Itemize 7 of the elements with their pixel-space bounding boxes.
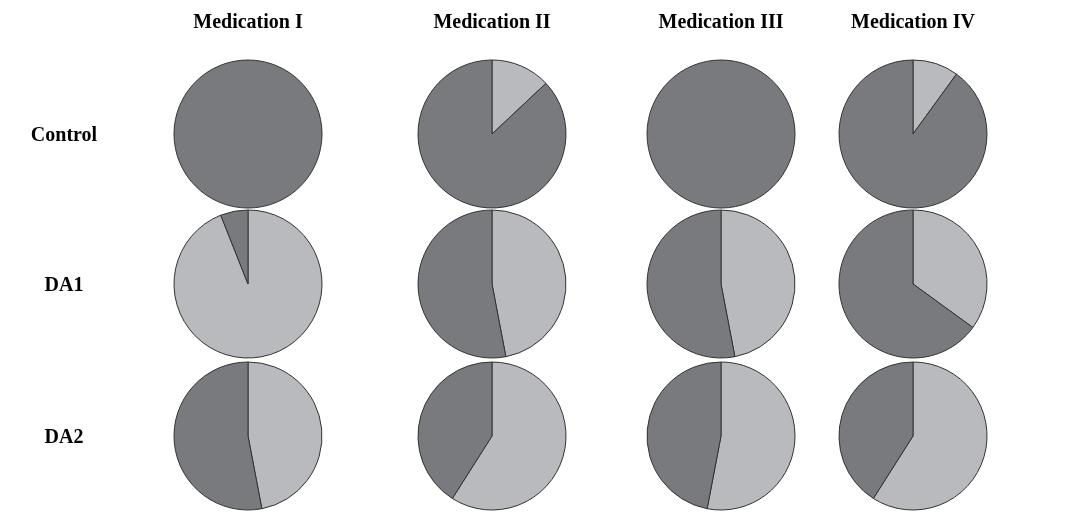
text: Control [30,123,98,145]
chart-title: Medication II [433,10,551,32]
chart-title: Medication IV [851,10,976,32]
chart-title: Medication I [193,10,303,32]
text: DA2 [44,425,84,447]
text: DA1 [44,273,84,295]
chart-title: Medication III [658,10,784,32]
